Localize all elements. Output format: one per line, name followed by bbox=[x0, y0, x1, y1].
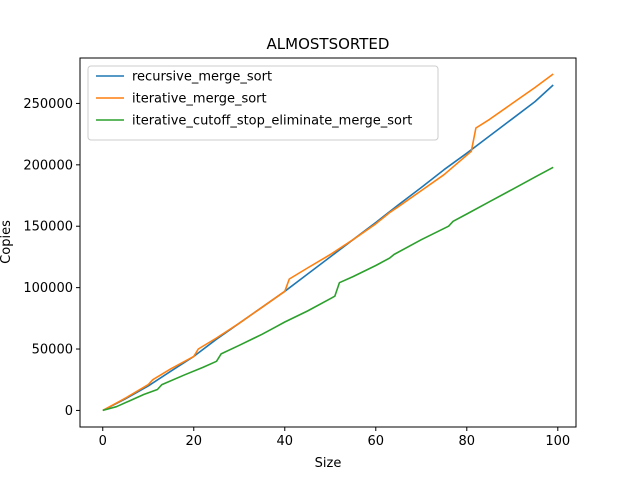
y-tick-label: 250000 bbox=[23, 97, 73, 112]
series-line-iterative-cutoff-stop-eliminate-merge-sort bbox=[102, 166, 554, 412]
ticks-layer: 0 20 40 60 80 100 0 50000 100000 150000 200000 2500… bbox=[23, 97, 570, 449]
x-tick-label: 0 bbox=[99, 434, 107, 449]
x-tick-label: 60 bbox=[368, 434, 385, 449]
y-axis-label: Copies bbox=[0, 220, 14, 264]
series-line-recursive-merge-sort bbox=[102, 84, 554, 412]
x-tick-label: 80 bbox=[459, 434, 476, 449]
chart-title: ALMOSTSORTED bbox=[267, 35, 390, 53]
plot-frame bbox=[79, 57, 577, 428]
y-tick-label: 100000 bbox=[23, 281, 73, 296]
series-layer bbox=[102, 73, 554, 412]
legend: recursive_merge_sort iterative_merge_sort… bbox=[87, 65, 439, 141]
y-tick-label: 200000 bbox=[23, 158, 73, 173]
legend-entry: iterative_merge_sort bbox=[132, 92, 267, 107]
x-tick-label: 20 bbox=[185, 434, 202, 449]
y-tick-label: 150000 bbox=[23, 220, 73, 235]
y-tick-label: 0 bbox=[65, 404, 73, 419]
x-axis-label: Size bbox=[315, 456, 342, 471]
legend-entry: iterative_cutoff_stop_eliminate_merge_so… bbox=[132, 114, 412, 129]
x-tick-label: 40 bbox=[276, 434, 293, 449]
series-line-iterative-merge-sort bbox=[102, 73, 554, 412]
legend-entry: recursive_merge_sort bbox=[132, 70, 272, 85]
x-tick-label: 100 bbox=[545, 434, 570, 449]
legend-box bbox=[87, 65, 439, 141]
y-tick-label: 50000 bbox=[32, 343, 73, 358]
